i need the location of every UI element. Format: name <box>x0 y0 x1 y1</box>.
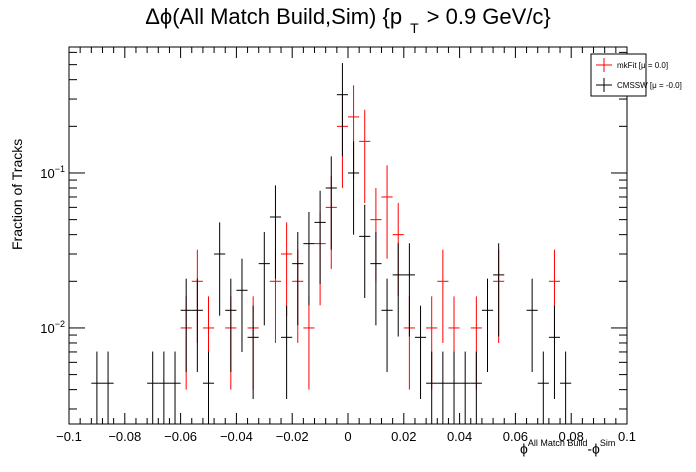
legend: mkFit [μ = 0.0] CMSSW [μ = -0.0] <box>590 53 682 97</box>
x-tick-label: 0.06 <box>503 429 528 444</box>
legend-entry-mkfit: mkFit [μ = 0.0] <box>617 61 668 70</box>
x-tick-label: 0.08 <box>559 429 584 444</box>
chart-title-subscript: T <box>410 20 419 36</box>
x-tick-label: 0.1 <box>618 429 636 444</box>
series-cmssw <box>91 63 572 424</box>
chart-title: Δϕ(All Match Build,Sim) {p T > 0.9 GeV/c} <box>0 4 696 36</box>
x-axis-label-base1: ϕ <box>520 440 528 457</box>
y-tick-label: 10−1 <box>40 164 65 181</box>
x-tick-label: −0.06 <box>164 429 197 444</box>
x-tick-label: 0 <box>344 429 351 444</box>
series-mkfit <box>180 85 561 390</box>
x-tick-label: 0.02 <box>391 429 416 444</box>
x-axis-label-sup2: Sim <box>599 438 616 448</box>
legend-box <box>590 53 647 97</box>
chart-title-main: Δϕ(All Match Build,Sim) {p <box>145 4 403 29</box>
x-axis-label-mid: -ϕ <box>587 440 600 457</box>
y-tick-label: 10−2 <box>40 319 65 336</box>
chart-title-tail: > 0.9 GeV/c} <box>426 4 551 29</box>
legend-entry-cmssw: CMSSW [μ = -0.0] <box>617 81 682 90</box>
x-tick-label: −0.04 <box>220 429 253 444</box>
x-tick-label: −0.1 <box>56 429 82 444</box>
x-axis-label-sup1: All Match Build <box>527 438 588 448</box>
x-tick-label: 0.04 <box>447 429 472 444</box>
x-tick-label: −0.08 <box>108 429 141 444</box>
x-tick-label: −0.02 <box>276 429 309 444</box>
x-axis-label: ϕAll Match Build-ϕSim <box>520 438 616 457</box>
